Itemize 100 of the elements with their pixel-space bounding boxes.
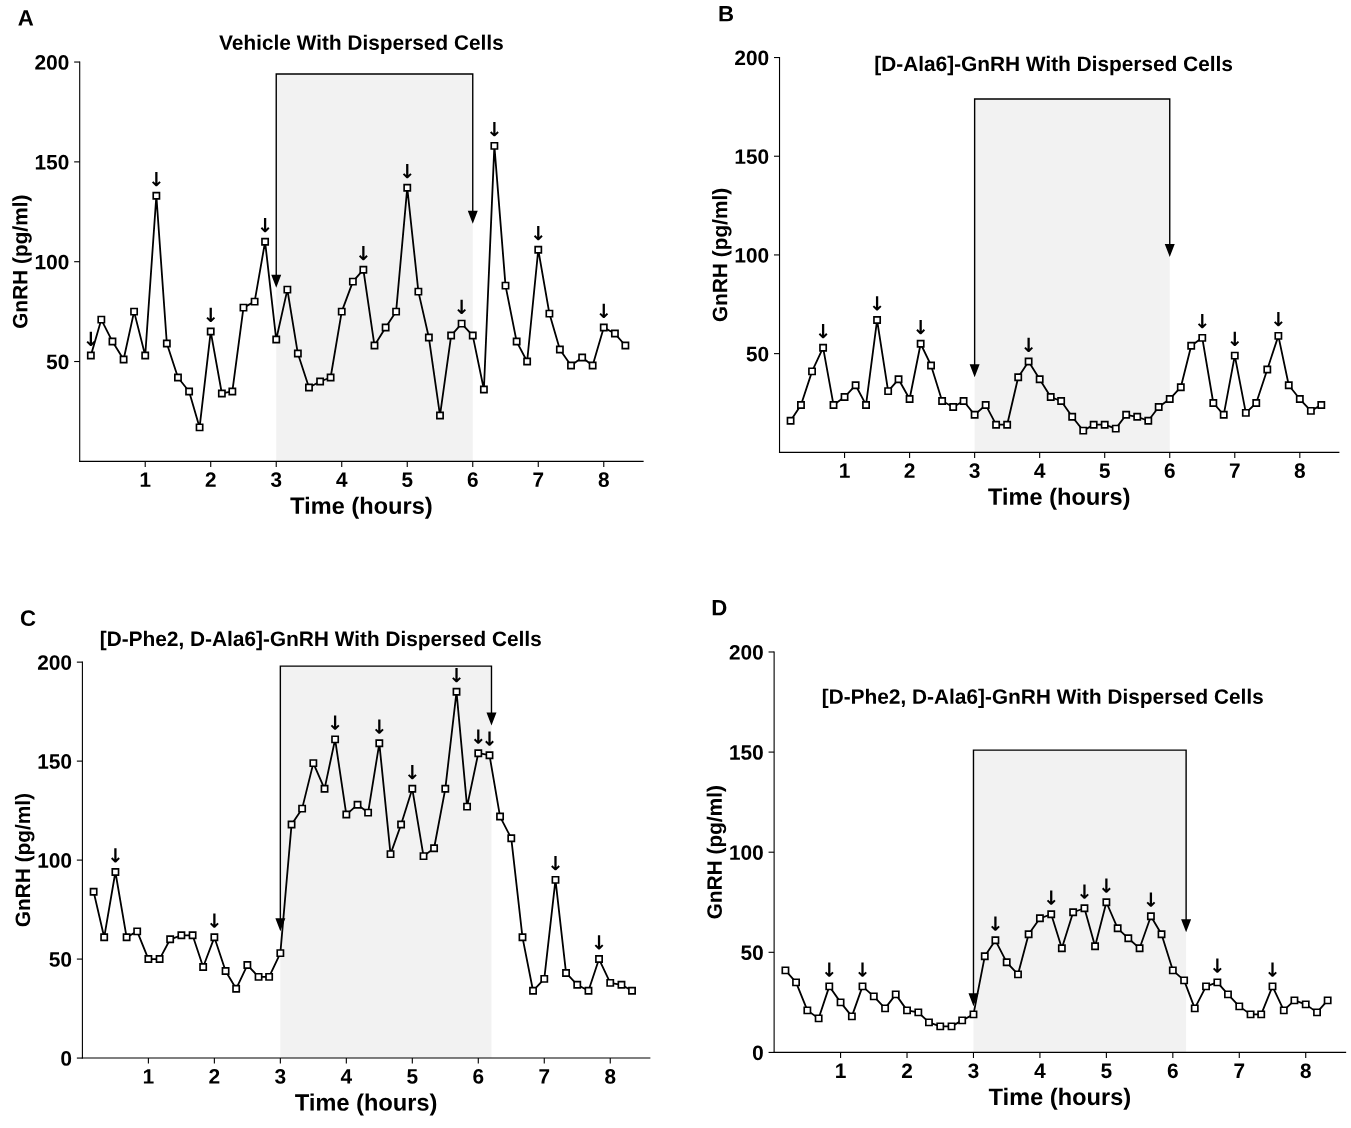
point <box>1002 958 1011 967</box>
point <box>881 1004 890 1013</box>
point <box>283 285 292 294</box>
point <box>1290 996 1299 1005</box>
point <box>141 351 150 360</box>
point <box>86 351 95 360</box>
point <box>1014 373 1023 382</box>
annotation: ↓ <box>858 962 867 977</box>
point <box>348 277 357 286</box>
point <box>980 952 989 961</box>
annotation: ↓ <box>457 299 467 315</box>
point <box>992 420 1001 429</box>
point <box>540 974 549 983</box>
point <box>403 183 412 192</box>
point <box>884 387 893 396</box>
point <box>1089 420 1098 429</box>
text: [D-Phe2, D-Ala6]-GnRH With Dispersed Cells <box>822 688 1263 709</box>
point <box>610 329 619 338</box>
annotation: ↓ <box>1146 892 1156 907</box>
point <box>628 986 636 995</box>
point <box>166 935 175 944</box>
point <box>1180 976 1189 985</box>
point <box>97 315 106 324</box>
x-axis-title: Time (hours) <box>295 1093 437 1116</box>
point <box>210 933 219 942</box>
point <box>1209 399 1218 407</box>
point <box>265 972 274 981</box>
annotation: ↓ <box>452 668 461 683</box>
point <box>293 349 302 358</box>
annotation: ↓ <box>533 225 543 241</box>
point <box>232 984 241 993</box>
annotation: ↓ <box>991 916 1000 931</box>
point <box>599 323 608 332</box>
x-tick-label: 4 <box>1034 1063 1046 1078</box>
point <box>111 868 120 876</box>
point <box>1014 970 1022 979</box>
point <box>447 331 456 340</box>
point <box>1124 934 1133 943</box>
x-tick-label: 8 <box>598 472 609 488</box>
point <box>1306 406 1315 415</box>
x-tick-label: 3 <box>969 463 980 479</box>
point <box>1263 365 1272 374</box>
x-tick-label: 5 <box>402 472 413 488</box>
x-tick-label: 4 <box>336 472 348 487</box>
x-tick-label: 5 <box>407 1069 418 1084</box>
x-tick-label: 4 <box>1034 463 1046 478</box>
point <box>555 345 564 354</box>
point <box>359 265 368 274</box>
x-tick-label: 4 <box>340 1069 353 1084</box>
point <box>370 341 379 350</box>
annotation: ↓ <box>1212 958 1222 973</box>
point <box>905 395 914 403</box>
point <box>485 751 494 760</box>
point <box>936 1022 945 1031</box>
point <box>551 875 560 884</box>
point <box>1323 996 1332 1005</box>
point <box>162 339 171 348</box>
point <box>195 423 204 432</box>
point <box>152 191 161 200</box>
point <box>217 389 226 398</box>
y-tick-label: 150 <box>38 754 72 769</box>
point <box>781 966 790 975</box>
annotation: ↓ <box>1101 878 1111 893</box>
point <box>309 759 318 768</box>
point <box>869 992 878 1001</box>
point <box>1198 333 1207 342</box>
point <box>1146 912 1155 921</box>
point <box>958 1016 967 1025</box>
x-tick-label: 2 <box>904 463 915 478</box>
point <box>1241 408 1250 417</box>
point <box>851 381 860 390</box>
annotation: ↓ <box>374 719 384 734</box>
point <box>562 968 570 977</box>
point <box>436 411 444 420</box>
point <box>392 307 401 316</box>
annotation: ↓ <box>86 331 96 346</box>
point <box>174 373 182 382</box>
annotation: ↓ <box>473 729 483 744</box>
y-axis-title: GnRH (pg/ml) <box>712 188 732 322</box>
point <box>326 373 335 382</box>
point <box>386 850 395 859</box>
point <box>331 735 340 744</box>
point <box>969 1010 978 1019</box>
x-tick-label: 5 <box>1101 1063 1112 1079</box>
y-tick-label: 200 <box>735 50 769 66</box>
point <box>1157 930 1166 939</box>
annotation: ↓ <box>599 303 609 319</box>
x-tick-label: 7 <box>1234 1063 1245 1078</box>
point <box>894 375 903 384</box>
point <box>272 335 281 344</box>
y-tick-label: 100 <box>35 254 69 270</box>
text: D <box>712 600 727 616</box>
point <box>814 1014 823 1023</box>
annotation: ↓ <box>358 245 368 261</box>
point <box>862 400 870 409</box>
annotation: ↓ <box>551 856 560 871</box>
x-axis-title: Time (hours) <box>290 496 432 519</box>
point <box>578 353 587 362</box>
point <box>621 341 630 350</box>
point <box>397 820 406 829</box>
